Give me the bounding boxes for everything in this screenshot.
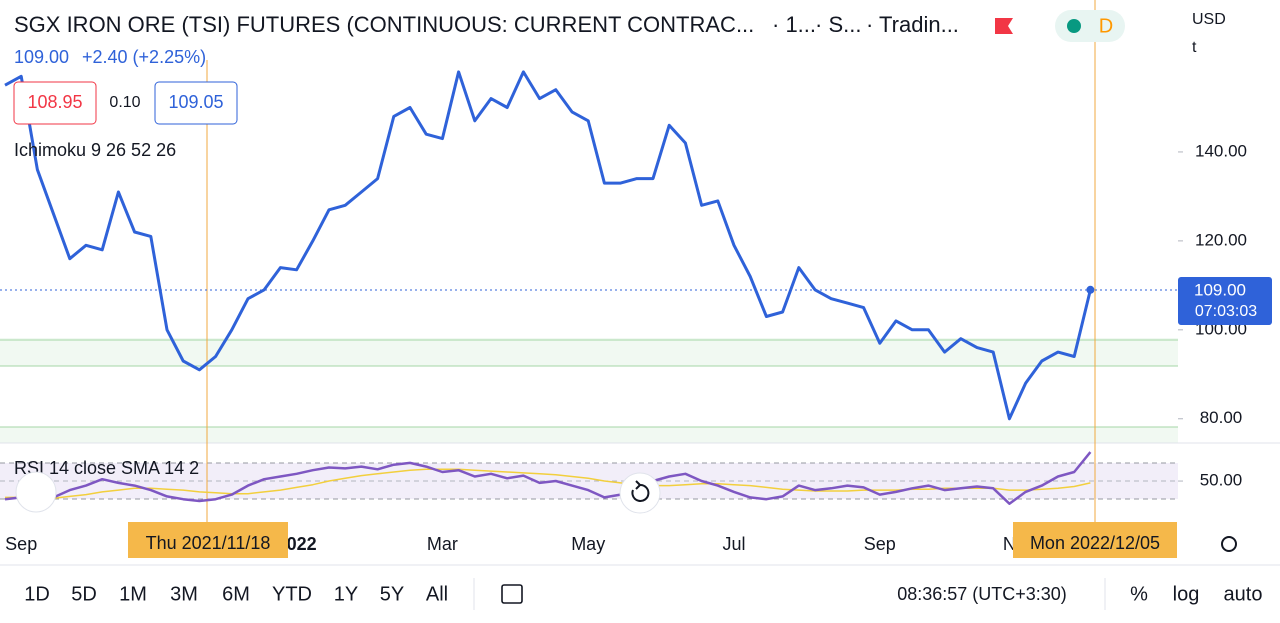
zone — [0, 338, 1178, 366]
price: 109.00 — [14, 47, 69, 67]
line-series — [4, 70, 1092, 421]
countdown: 07:03:03 — [1195, 303, 1257, 320]
reset-button[interactable] — [619, 472, 661, 514]
rsi-label: RSI 14 close SMA 14 2 — [14, 458, 199, 478]
y-tick-label: 140.00 — [1195, 141, 1247, 160]
x-tick-label: Sep — [5, 534, 37, 554]
settings-icon[interactable] — [1221, 536, 1237, 552]
range-button[interactable]: 1Y — [334, 583, 358, 605]
currency[interactable]: USD — [1192, 11, 1226, 28]
x-tick-label: Jul — [722, 534, 745, 554]
last-price: 109.00 — [1194, 280, 1246, 299]
y-tick-label: 80.00 — [1200, 408, 1243, 427]
last-point — [1086, 285, 1095, 294]
crosshair-date: Mon 2022/12/05 — [1030, 533, 1160, 553]
line-series — [4, 451, 1092, 505]
date-range-icon[interactable] — [501, 584, 523, 604]
unit[interactable]: t — [1192, 39, 1197, 56]
x-tick-label: Mar — [427, 534, 458, 554]
bid: 108.95 — [27, 92, 82, 112]
clock[interactable]: 08:36:57 (UTC+3:30) — [897, 584, 1067, 604]
x-tick-label: N — [1003, 534, 1016, 554]
change: +2.40 (+2.25%) — [82, 47, 206, 67]
interval: · 1... — [772, 12, 816, 37]
ask: 109.05 — [168, 92, 223, 112]
range-button[interactable]: 1D — [24, 583, 50, 605]
vendor: · Tradin... — [866, 12, 959, 37]
auto-toggle[interactable]: auto — [1224, 583, 1263, 605]
log-toggle[interactable]: log — [1173, 583, 1200, 605]
range-button[interactable]: 6M — [222, 583, 250, 605]
crosshair-tag — [1013, 522, 1177, 558]
y-tick-label: 120.00 — [1195, 230, 1247, 249]
x-tick-label: Sep — [864, 534, 896, 554]
range-button[interactable]: 3M — [170, 583, 198, 605]
range-button[interactable]: All — [426, 583, 448, 605]
bid-box[interactable] — [13, 81, 97, 125]
range-button[interactable]: YTD — [272, 583, 312, 605]
crosshair-date: Thu 2021/11/18 — [146, 533, 271, 553]
x-tick-label: May — [571, 534, 605, 554]
logo[interactable] — [15, 471, 57, 513]
spread: 0.10 — [109, 94, 140, 111]
last-price-tag — [1178, 277, 1272, 325]
status-dot — [1067, 19, 1081, 33]
range-button[interactable]: 5D — [71, 583, 97, 605]
y-tick-label: 50.00 — [1200, 471, 1243, 490]
reset-icon — [631, 480, 650, 502]
zone — [0, 427, 1178, 443]
source: · S... — [815, 12, 861, 37]
status-badge: D — [1099, 15, 1113, 37]
flag-icon[interactable] — [995, 18, 1013, 34]
range-button[interactable]: 5Y — [380, 583, 404, 605]
ichimoku-label: Ichimoku 9 26 52 26 — [14, 140, 176, 160]
symbol-title: SGX IRON ORE (TSI) FUTURES (CONTINUOUS: … — [14, 12, 754, 37]
ask-box[interactable] — [154, 81, 238, 125]
percent-toggle[interactable]: % — [1130, 583, 1148, 605]
range-button[interactable]: 1M — [119, 583, 147, 605]
status-pill[interactable] — [1055, 10, 1125, 42]
crosshair-tag — [128, 522, 288, 558]
